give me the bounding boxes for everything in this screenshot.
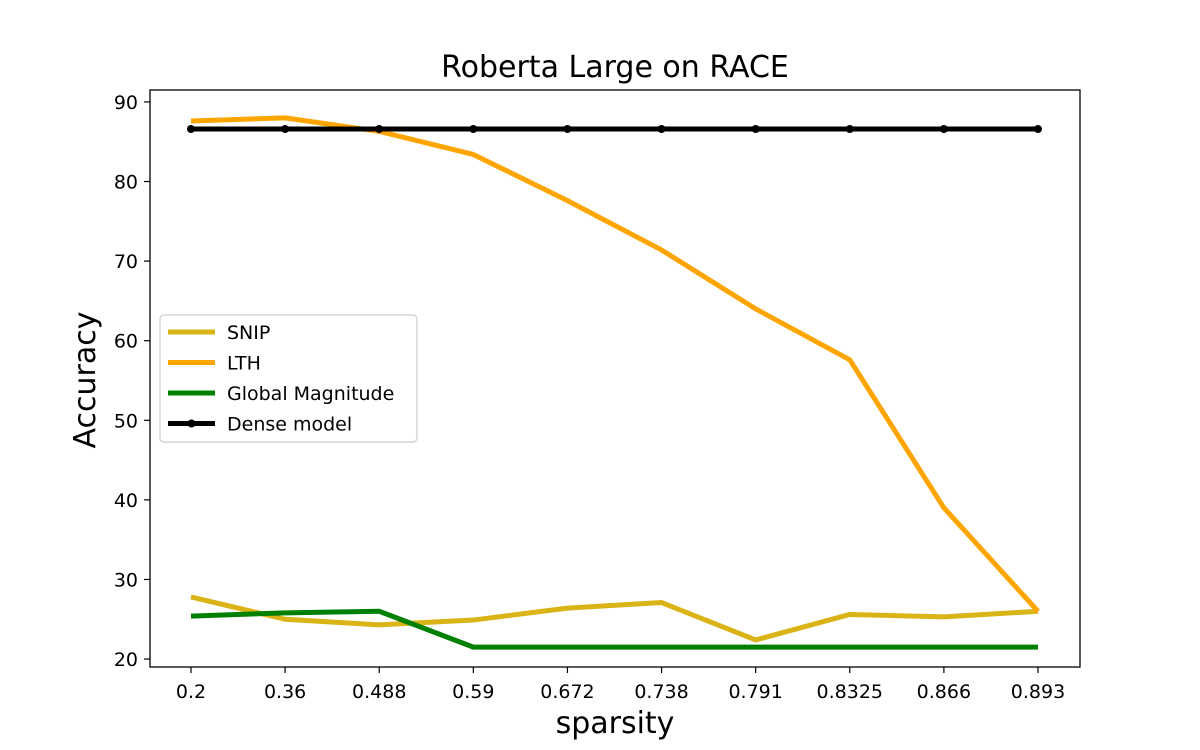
x-tick-label: 0.866 [917, 681, 971, 703]
data-point-dense-model [187, 124, 195, 133]
series-line-global-magnitude [190, 608, 1038, 650]
x-axis-label: sparsity [556, 706, 675, 741]
data-point-dense-model [657, 124, 666, 133]
data-point-dense-model [375, 124, 384, 133]
legend: SNIP LTH Global Magnitude Dense model [159, 314, 418, 443]
data-point-dense-model [469, 124, 478, 133]
y-tick-label: 30 [114, 569, 138, 591]
x-tick-label: 0.8325 [817, 681, 883, 703]
legend-label-global-magnitude: Global Magnitude [227, 383, 394, 405]
series-line-snip [190, 594, 1039, 643]
series-line-lth [190, 115, 1040, 613]
data-point-dense-model [845, 124, 854, 133]
y-tick-label: 70 [114, 251, 138, 273]
y-tick-label: 60 [114, 331, 138, 353]
x-axis: 0.2 0.36 0.488 0.59 0.672 0.738 0.791 0.8325 0.8… [176, 667, 1065, 703]
x-tick-label: 0.36 [264, 681, 306, 703]
y-tick-label: 40 [114, 490, 138, 512]
x-tick-label: 0.59 [452, 681, 494, 703]
x-tick-label: 0.791 [728, 681, 782, 703]
plot-frame [149, 89, 1081, 668]
data-point-dense-model [751, 124, 760, 133]
legend-box [159, 314, 418, 443]
legend-label-lth: LTH [227, 353, 261, 375]
legend-marker-dense-model [187, 419, 196, 428]
x-tick-label: 0.672 [540, 681, 594, 703]
chart-title: Roberta Large on RACE [441, 50, 789, 85]
legend-label-snip: SNIP [227, 322, 270, 344]
series-group [187, 115, 1042, 650]
legend-label-dense-model: Dense model [227, 414, 352, 436]
x-tick-label: 0.738 [634, 681, 688, 703]
y-axis: 20 30 40 50 60 70 80 90 [114, 92, 150, 671]
data-point-dense-model [281, 124, 290, 133]
x-tick-label: 0.2 [176, 681, 206, 703]
y-tick-label: 20 [114, 649, 138, 671]
x-tick-label: 0.488 [352, 681, 406, 703]
y-tick-label: 50 [114, 410, 138, 432]
data-point-dense-model [563, 124, 572, 133]
y-axis-label: Accuracy [68, 312, 103, 449]
x-tick-label: 0.893 [1011, 681, 1065, 703]
data-point-dense-model [939, 124, 948, 133]
y-tick-label: 80 [114, 172, 138, 194]
data-point-dense-model [1034, 124, 1042, 133]
y-tick-label: 90 [114, 92, 138, 114]
